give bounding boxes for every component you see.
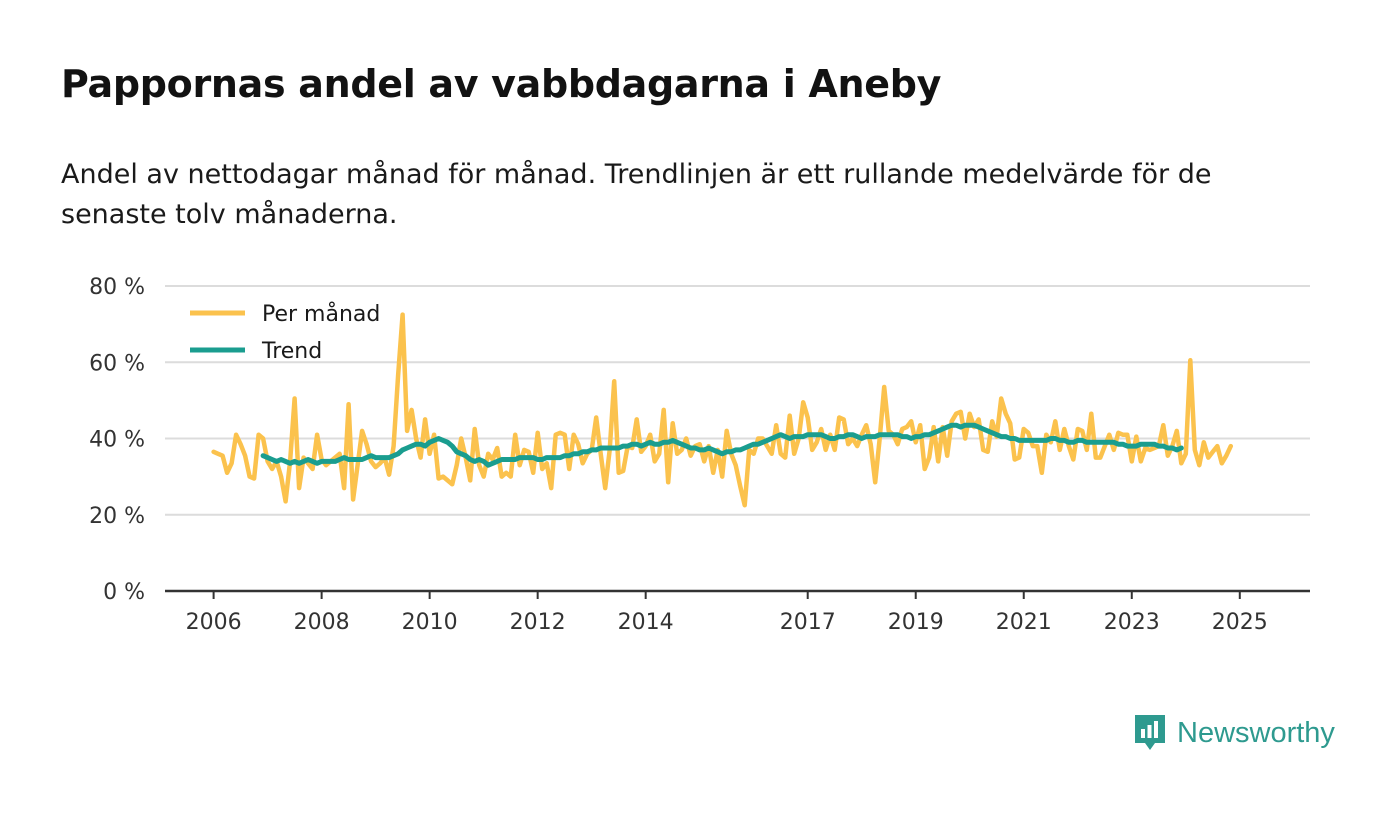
x-tick-label: 2025 xyxy=(1212,610,1268,635)
y-axis-ticks: 0 % 20 % 40 % 60 % 80 % xyxy=(89,275,145,605)
x-tick-label: 2006 xyxy=(186,610,242,635)
chart-title: Pappornas andel av vabbdagarna i Aneby xyxy=(61,62,942,106)
series-line-per-manad xyxy=(211,312,1234,508)
x-tick-label: 2019 xyxy=(888,610,944,635)
brand[interactable]: Newsworthy xyxy=(1133,712,1335,754)
legend-label: Trend xyxy=(261,339,322,364)
brand-name: Newsworthy xyxy=(1177,716,1335,749)
y-tick-label: 80 % xyxy=(89,275,145,300)
newsworthy-logo-icon xyxy=(1135,715,1165,750)
y-tick-label: 60 % xyxy=(89,351,145,376)
series xyxy=(211,312,1234,508)
chart-subtitle: Andel av nettodagar månad för månad. Tre… xyxy=(61,159,1212,230)
legend: Per månad Trend xyxy=(190,301,380,364)
x-tick-label: 2023 xyxy=(1104,610,1160,635)
x-tick-label: 2014 xyxy=(618,610,674,635)
y-tick-label: 0 % xyxy=(103,580,145,605)
x-tick-label: 2010 xyxy=(402,610,458,635)
grid-lines xyxy=(165,285,1310,516)
x-tick-label: 2012 xyxy=(510,610,566,635)
x-axis-ticks: 2006 2008 2010 2012 2014 2017 2019 2021 2023 2025 xyxy=(165,589,1310,635)
x-tick-label: 2017 xyxy=(780,610,836,635)
legend-label: Per månad xyxy=(262,301,380,327)
x-tick-label: 2021 xyxy=(996,610,1052,635)
y-tick-label: 40 % xyxy=(89,428,145,453)
series-line-trend xyxy=(260,422,1184,468)
y-tick-label: 20 % xyxy=(89,504,145,529)
x-tick-label: 2008 xyxy=(294,610,350,635)
